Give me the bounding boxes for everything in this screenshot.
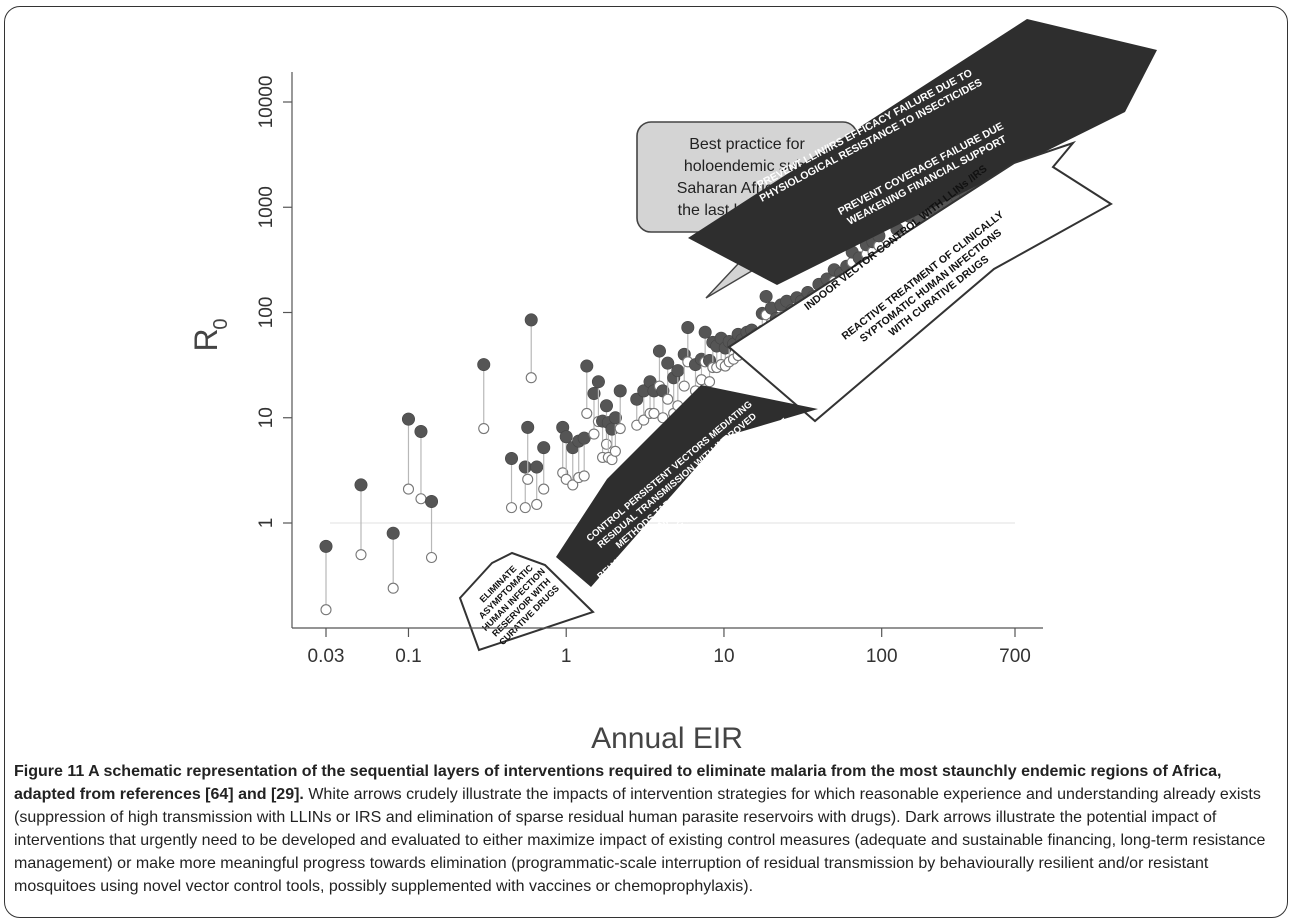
filled-point bbox=[630, 392, 644, 406]
open-point bbox=[662, 393, 674, 405]
open-point bbox=[522, 473, 534, 485]
filled-point bbox=[698, 325, 712, 339]
filled-point bbox=[599, 399, 613, 413]
x-tick-label: 0.03 bbox=[308, 646, 345, 667]
filled-point bbox=[759, 289, 773, 303]
filled-point bbox=[319, 539, 333, 553]
open-point bbox=[578, 470, 590, 482]
open-point bbox=[538, 483, 550, 495]
open-point bbox=[600, 438, 613, 450]
filled-point bbox=[386, 526, 400, 540]
open-point bbox=[387, 582, 399, 594]
white-arrow-upper bbox=[727, 140, 1113, 423]
x-tick-label: 10 bbox=[713, 646, 734, 667]
open-point bbox=[505, 502, 518, 514]
filled-point bbox=[524, 313, 538, 327]
open-point bbox=[703, 376, 716, 388]
filled-point bbox=[580, 359, 594, 373]
filled-point bbox=[671, 364, 685, 378]
open-point bbox=[320, 604, 332, 616]
filled-point bbox=[354, 478, 368, 492]
x-tick-label: 1 bbox=[561, 646, 572, 667]
filled-point bbox=[477, 358, 491, 372]
filled-point bbox=[425, 495, 439, 509]
open-point bbox=[648, 407, 660, 419]
caption-title: Figure 11 A schematic representation of … bbox=[14, 763, 1222, 803]
filled-point bbox=[587, 386, 601, 400]
open-point bbox=[425, 551, 438, 564]
figure-caption: Figure 11 A schematic representation of … bbox=[14, 760, 1282, 898]
x-tick-label: 0.1 bbox=[395, 646, 421, 667]
callout-text-line: holoendemic sub- bbox=[684, 158, 810, 175]
dark-arrow-lower bbox=[556, 385, 818, 587]
filled-point bbox=[530, 460, 544, 474]
dark-arrow-upper bbox=[688, 19, 1157, 285]
x-axis-title: Annual EIR bbox=[591, 722, 743, 755]
y-axis-title-subscript: 0 bbox=[210, 318, 232, 329]
filled-point bbox=[559, 430, 573, 444]
callout-text-line: Best practice for bbox=[689, 136, 805, 153]
y-axis-title-text: R bbox=[188, 328, 224, 351]
open-point bbox=[519, 502, 531, 514]
open-point bbox=[415, 493, 427, 505]
filled-point bbox=[537, 441, 551, 455]
open-point bbox=[678, 380, 690, 392]
open-point bbox=[567, 479, 579, 491]
open-point bbox=[609, 445, 621, 457]
y-axis-title: R0 bbox=[188, 318, 232, 351]
filled-point bbox=[401, 412, 415, 426]
figure-frame bbox=[4, 6, 1288, 918]
y-tick-label: 1 bbox=[256, 518, 277, 529]
filled-point bbox=[521, 420, 535, 434]
open-point bbox=[355, 549, 367, 561]
filled-point bbox=[591, 375, 605, 389]
open-point bbox=[531, 498, 543, 511]
open-point bbox=[525, 372, 537, 384]
filled-point bbox=[681, 321, 695, 335]
open-point bbox=[581, 407, 593, 419]
y-tick-label: 1000 bbox=[256, 186, 277, 228]
y-tick-label: 100 bbox=[256, 297, 277, 329]
filled-point bbox=[518, 460, 532, 474]
open-point bbox=[614, 422, 626, 435]
open-point bbox=[588, 428, 600, 440]
y-tick-label: 10 bbox=[256, 407, 277, 428]
open-point bbox=[478, 422, 490, 435]
y-tick-label: 10000 bbox=[256, 76, 277, 129]
open-point bbox=[402, 483, 415, 495]
filled-point bbox=[652, 344, 666, 358]
filled-point bbox=[661, 356, 675, 370]
filled-point bbox=[505, 452, 519, 466]
x-tick-label: 100 bbox=[866, 646, 898, 667]
open-point bbox=[657, 412, 669, 424]
white-arrow-lower bbox=[458, 551, 595, 652]
filled-point bbox=[613, 384, 627, 398]
filled-point bbox=[414, 425, 428, 439]
open-point bbox=[638, 414, 650, 426]
x-tick-label: 700 bbox=[999, 646, 1031, 667]
caption-body: White arrows crudely illustrate the impa… bbox=[14, 786, 1266, 895]
filled-point bbox=[608, 411, 622, 425]
